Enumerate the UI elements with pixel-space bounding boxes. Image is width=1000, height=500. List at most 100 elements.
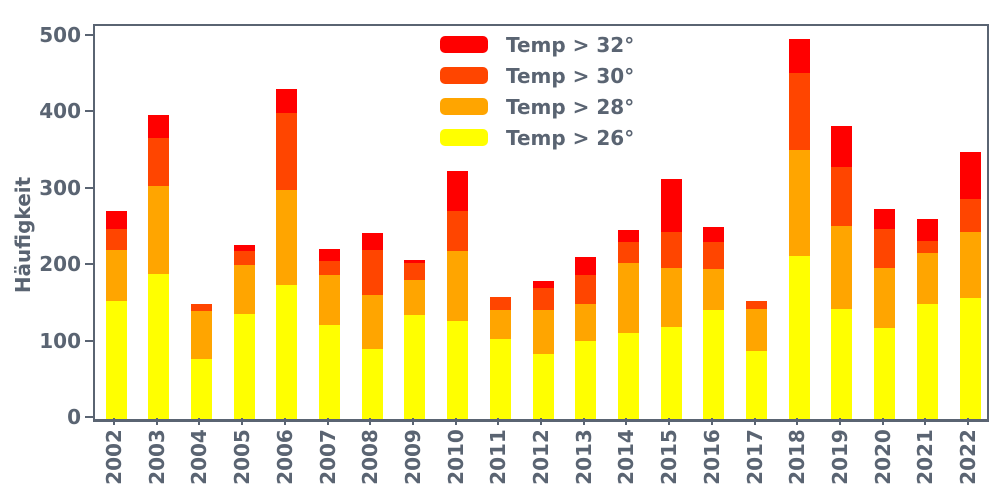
bar-segment (660, 267, 682, 327)
bar-segment (703, 227, 725, 242)
bar-segment (489, 297, 511, 311)
bar-segment (276, 113, 298, 191)
bar-segment (660, 232, 682, 268)
x-tick (796, 418, 799, 425)
bar-2002 (105, 211, 127, 419)
bar-2020 (874, 208, 896, 419)
bar-segment (148, 115, 170, 138)
bar-segment (746, 350, 767, 419)
bar-segment (788, 39, 810, 74)
bar-segment (703, 241, 725, 270)
bar-segment (916, 253, 938, 305)
bar-2018 (788, 39, 810, 419)
bar-segment (959, 232, 981, 299)
bar-segment (916, 219, 938, 241)
bar-2015 (660, 178, 682, 419)
x-tick-label: 2002 (102, 429, 126, 485)
bar-2014 (617, 230, 639, 419)
x-tick (113, 418, 115, 425)
bar-segment (575, 256, 597, 275)
x-tick-label: 2012 (529, 429, 553, 485)
x-tick (155, 418, 158, 425)
bar-segment (746, 308, 767, 351)
x-tick (241, 418, 244, 425)
bar-segment (447, 250, 469, 322)
bar-2010 (447, 170, 469, 419)
bar-2017 (746, 300, 767, 419)
bar-segment (404, 315, 426, 419)
x-tick-label: 2020 (870, 429, 895, 485)
x-tick (582, 418, 585, 425)
bar-segment (788, 73, 810, 150)
bar-segment (959, 198, 981, 233)
y-tick-label: 200 (39, 252, 81, 277)
x-tick (668, 418, 671, 425)
legend-swatch-icon (440, 36, 488, 53)
bar-segment (447, 170, 469, 212)
bar-segment (916, 240, 938, 254)
bar-segment (361, 349, 383, 419)
bar-segment (319, 248, 340, 261)
bar-segment (233, 250, 255, 265)
y-tick (85, 110, 93, 113)
bar-segment (959, 298, 981, 419)
x-tick-label: 2019 (827, 429, 852, 485)
bar-segment (489, 310, 511, 339)
bar-segment (575, 274, 597, 305)
bar-segment (746, 300, 767, 309)
bar-segment (874, 208, 896, 230)
x-tick (497, 418, 500, 425)
bar-segment (489, 338, 511, 419)
bar-segment (148, 273, 170, 419)
bar-segment (703, 310, 725, 419)
bar-2003 (148, 115, 170, 419)
legend-item: Temp > 32° (440, 33, 634, 57)
legend-label: Temp > 28° (506, 94, 635, 119)
bar-2016 (703, 227, 725, 419)
x-tick-label: 2011 (486, 429, 511, 485)
bar-segment (788, 256, 810, 419)
legend-swatch-icon (440, 129, 488, 146)
legend-swatch-icon (440, 67, 488, 84)
bar-segment (831, 166, 853, 227)
y-tick (85, 339, 93, 342)
y-tick (85, 416, 93, 418)
bar-segment (831, 308, 853, 419)
x-tick-label: 2016 (699, 429, 724, 485)
bar-2009 (404, 260, 426, 419)
legend-label: Temp > 26° (506, 125, 635, 150)
bar-segment (703, 269, 725, 311)
x-tick-label: 2003 (144, 429, 169, 485)
bar-segment (959, 152, 981, 199)
bar-2012 (532, 280, 554, 419)
plot-area (93, 24, 989, 422)
x-tick-label: 2017 (742, 429, 767, 485)
bar-segment (831, 226, 853, 309)
bar-segment (190, 311, 212, 360)
y-tick (85, 263, 93, 266)
x-tick (540, 418, 542, 425)
legend-item: Temp > 30° (440, 64, 634, 88)
x-tick (454, 418, 457, 425)
bar-2008 (361, 233, 383, 419)
y-tick-label: 100 (39, 328, 81, 353)
bar-segment (447, 321, 469, 419)
bar-segment (148, 137, 170, 186)
bar-segment (874, 229, 896, 268)
x-tick-label: 2004 (187, 429, 212, 485)
y-tick-label: 0 (67, 405, 81, 429)
bar-2019 (831, 126, 853, 419)
x-tick-label: 2005 (230, 429, 255, 485)
bar-segment (105, 228, 127, 251)
bar-segment (361, 233, 383, 251)
bar-segment (105, 211, 127, 229)
bar-2013 (575, 256, 597, 419)
x-tick (411, 418, 414, 425)
bar-segment (233, 264, 255, 315)
bar-segment (319, 274, 340, 325)
bar-segment (276, 190, 298, 286)
x-tick (710, 418, 713, 425)
bar-segment (575, 341, 597, 419)
x-tick-label: 2009 (400, 429, 425, 485)
